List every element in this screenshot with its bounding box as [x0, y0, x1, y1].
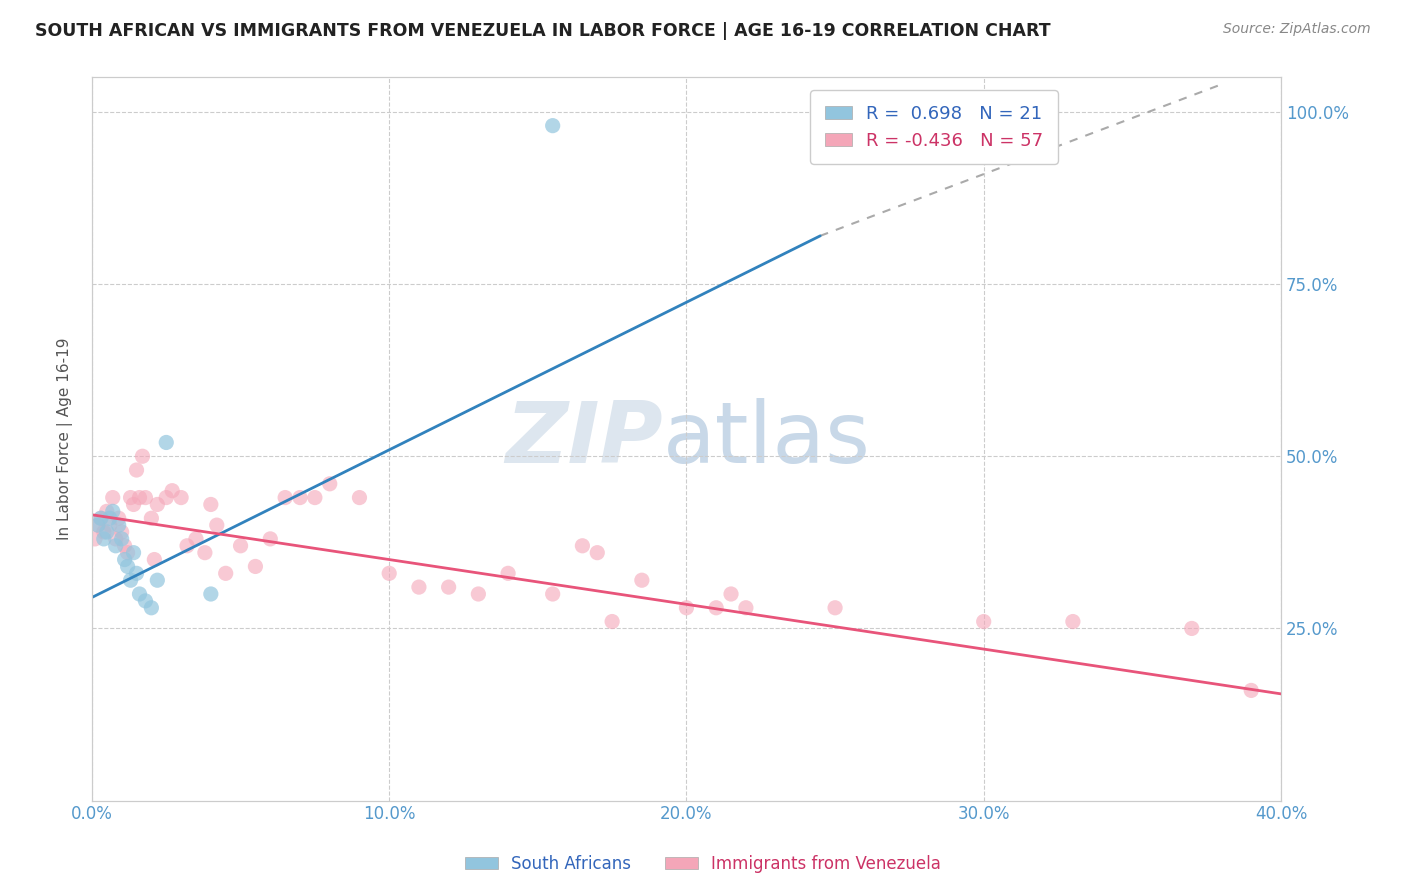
Point	[107, 511, 129, 525]
Point	[304, 491, 326, 505]
Point	[176, 539, 198, 553]
Point	[104, 539, 127, 553]
Point	[259, 532, 281, 546]
Point	[378, 566, 401, 581]
Point	[125, 463, 148, 477]
Point	[541, 587, 564, 601]
Point	[720, 587, 742, 601]
Point	[824, 600, 846, 615]
Point	[160, 483, 183, 498]
Point	[90, 511, 112, 525]
Point	[288, 491, 311, 505]
Point	[141, 600, 163, 615]
Point	[98, 518, 121, 533]
Point	[114, 552, 136, 566]
Point	[96, 524, 118, 539]
Point	[101, 491, 124, 505]
Point	[586, 546, 609, 560]
Point	[205, 518, 228, 533]
Point	[200, 498, 222, 512]
Point	[87, 518, 110, 533]
Point	[735, 600, 758, 615]
Point	[215, 566, 238, 581]
Point	[141, 511, 163, 525]
Point	[98, 511, 121, 525]
Point	[122, 498, 145, 512]
Point	[973, 615, 995, 629]
Point	[1062, 615, 1084, 629]
Point	[83, 532, 105, 546]
Point	[93, 532, 115, 546]
Point	[128, 491, 150, 505]
Point	[631, 573, 654, 587]
Point	[125, 566, 148, 581]
Point	[541, 119, 564, 133]
Point	[143, 552, 166, 566]
Point	[93, 524, 115, 539]
Point	[111, 532, 134, 546]
Point	[101, 504, 124, 518]
Point	[122, 546, 145, 560]
Point	[146, 498, 169, 512]
Point	[170, 491, 193, 505]
Point	[104, 532, 127, 546]
Text: ZIP: ZIP	[505, 398, 662, 481]
Text: Source: ZipAtlas.com: Source: ZipAtlas.com	[1223, 22, 1371, 37]
Point	[245, 559, 267, 574]
Point	[184, 532, 207, 546]
Point	[128, 587, 150, 601]
Point	[600, 615, 623, 629]
Point	[134, 491, 156, 505]
Legend: South Africans, Immigrants from Venezuela: South Africans, Immigrants from Venezuel…	[458, 848, 948, 880]
Text: atlas: atlas	[662, 398, 870, 481]
Point	[437, 580, 460, 594]
Point	[146, 573, 169, 587]
Point	[131, 449, 153, 463]
Point	[200, 587, 222, 601]
Point	[1240, 683, 1263, 698]
Point	[120, 491, 142, 505]
Point	[194, 546, 217, 560]
Point	[155, 491, 177, 505]
Point	[120, 573, 142, 587]
Point	[1181, 622, 1204, 636]
Legend: R =  0.698   N = 21, R = -0.436   N = 57: R = 0.698 N = 21, R = -0.436 N = 57	[810, 90, 1057, 164]
Point	[319, 476, 342, 491]
Point	[117, 559, 139, 574]
Point	[675, 600, 697, 615]
Point	[155, 435, 177, 450]
Point	[117, 546, 139, 560]
Point	[408, 580, 430, 594]
Text: SOUTH AFRICAN VS IMMIGRANTS FROM VENEZUELA IN LABOR FORCE | AGE 16-19 CORRELATIO: SOUTH AFRICAN VS IMMIGRANTS FROM VENEZUE…	[35, 22, 1050, 40]
Point	[349, 491, 371, 505]
Point	[87, 518, 110, 533]
Point	[96, 504, 118, 518]
Point	[571, 539, 593, 553]
Point	[467, 587, 489, 601]
Point	[90, 511, 112, 525]
Y-axis label: In Labor Force | Age 16-19: In Labor Force | Age 16-19	[58, 338, 73, 541]
Point	[496, 566, 519, 581]
Point	[704, 600, 727, 615]
Point	[114, 539, 136, 553]
Point	[134, 594, 156, 608]
Point	[111, 524, 134, 539]
Point	[229, 539, 252, 553]
Point	[107, 518, 129, 533]
Point	[274, 491, 297, 505]
